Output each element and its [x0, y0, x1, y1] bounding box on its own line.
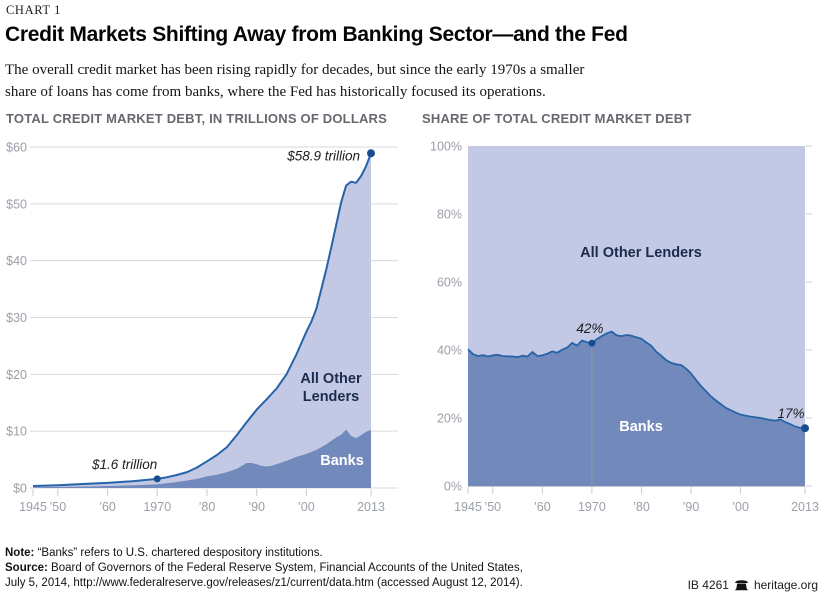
left-chart-title: TOTAL CREDIT MARKET DEBT, IN TRILLIONS O… [6, 111, 388, 126]
footer-source-2: July 5, 2014, http://www.federalreserve.… [5, 576, 523, 591]
note-label: Note: [5, 547, 35, 559]
x-tick-label: ’60 [99, 500, 116, 514]
liberty-bell-icon [734, 579, 748, 590]
footer-source-1: Source: Board of Governors of the Federa… [5, 561, 523, 576]
total-debt-line [32, 152, 372, 487]
brand-link: heritage.org [753, 578, 818, 592]
x-tick-label: ’80 [199, 500, 216, 514]
annotation-dot [801, 424, 809, 433]
subtitle-line-1: The overall credit market has been risin… [5, 62, 585, 78]
x-tick-label: ’50 [484, 500, 501, 514]
x-tick-label: 2013 [357, 500, 385, 514]
banks-share-line [467, 330, 806, 430]
page-title: Credit Markets Shifting Away from Bankin… [5, 23, 628, 46]
x-tick-label: 1970 [143, 500, 171, 514]
left-chart: TOTAL CREDIT MARKET DEBT, IN TRILLIONS O… [4, 111, 416, 539]
area-label: Banks [619, 419, 663, 435]
y-tick-label: $0 [13, 482, 27, 496]
x-tick-label: 1945 [454, 500, 482, 514]
x-tick-label: ’00 [298, 500, 315, 514]
y-tick-label: $10 [6, 425, 27, 439]
right-chart-svg: 0% 20% 40% 60% 80% 100% 1945’50 ’60 1970 ’80 ’90 ’0… [430, 140, 819, 515]
area-label: Banks [320, 453, 364, 469]
x-tick-label: ’60 [534, 500, 551, 514]
x-tick-label: ’90 [248, 500, 265, 514]
x-tick-label: ’90 [683, 500, 700, 514]
source-label: Source: [5, 562, 48, 574]
footer-note: Note: “Banks” refers to U.S. chartered d… [5, 546, 523, 561]
banks-area [33, 429, 371, 488]
source-text: Board of Governors of the Federal Reserv… [47, 562, 523, 574]
x-tick-label: ’50 [50, 500, 67, 514]
source-text-2: July 5, 2014, http://www.federalreserve.… [5, 577, 523, 589]
annotation-label: 17% [777, 406, 804, 421]
y-tick-label: 80% [437, 208, 462, 222]
y-tick-label: $40 [6, 254, 27, 268]
chart-kicker: CHART 1 [6, 3, 61, 17]
right-chart-title: SHARE OF TOTAL CREDIT MARKET DEBT [422, 111, 692, 126]
subtitle-line-2: share of loans has come from banks, wher… [5, 83, 546, 100]
y-tick-label: 0% [444, 480, 462, 494]
annotation-label: $58.9 trillion [286, 148, 360, 163]
page-subtitle: The overall credit market has been risin… [5, 60, 725, 104]
annotation-label: 42% [576, 321, 603, 336]
annotation-dot [588, 339, 596, 347]
y-tick-label: 60% [437, 276, 462, 290]
y-tick-label: $30 [6, 311, 27, 325]
y-tick-label: 100% [430, 140, 462, 154]
y-tick-label: $50 [6, 197, 27, 211]
note-text: “Banks” refers to U.S. chartered desposi… [34, 547, 323, 559]
area-label: All Other Lenders [580, 245, 702, 261]
y-tick-label: 20% [437, 412, 462, 426]
all-other-lenders-area [33, 153, 371, 488]
y-tick-label: 40% [437, 344, 462, 358]
x-tick-label: 2013 [791, 500, 819, 514]
area-label: Lenders [303, 389, 359, 405]
y-tick-label: $20 [6, 368, 27, 382]
x-tick-label: 1945 [19, 500, 47, 514]
area-label: All Other [300, 371, 362, 387]
annotation-dot [153, 475, 161, 483]
footer-meta: IB 4261 heritage.org [688, 578, 818, 592]
banks-share-area [468, 331, 805, 486]
y-tick-label: $60 [6, 141, 27, 155]
annotation-dot [367, 149, 375, 158]
right-chart: SHARE OF TOTAL CREDIT MARKET DEBT 0% 20% 4… [420, 111, 825, 539]
annotation-label: $1.6 trillion [91, 457, 157, 472]
left-chart-svg: $0 $10 $20 $30 $40 $50 $60 1945’50 ’60 1970 ’80 ’90… [6, 141, 398, 514]
footer: Note: “Banks” refers to U.S. chartered d… [5, 546, 523, 591]
x-tick-label: ’00 [732, 500, 749, 514]
x-tick-label: 1970 [578, 500, 606, 514]
x-tick-label: ’80 [633, 500, 650, 514]
report-id: IB 4261 [687, 578, 729, 592]
